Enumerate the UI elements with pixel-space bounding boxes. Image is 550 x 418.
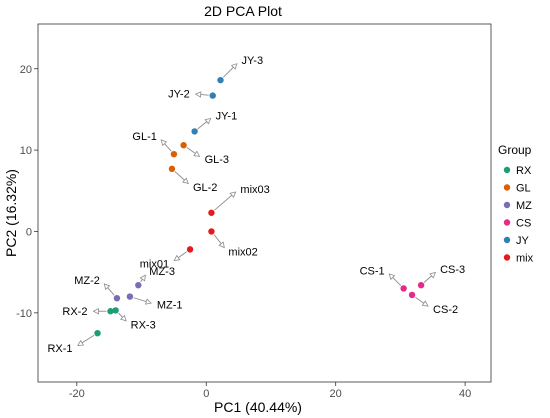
label-arrowhead [388,273,396,281]
legend-label: JY [516,235,530,247]
label-arrowhead [160,139,168,147]
data-point-mz [135,281,142,289]
point-label: JY-1 [216,110,238,122]
data-point-jy [209,92,216,99]
data-point-gl [170,150,178,158]
label-arrowhead [139,274,146,282]
label-arrowhead [103,283,111,291]
point-label: MZ-1 [157,300,183,312]
label-arrowhead [229,191,237,199]
point-label: GL-2 [193,182,217,194]
point-label: mix03 [240,184,269,196]
data-point-mz [113,294,121,302]
data-point-rx [112,307,119,314]
data-point-jy [191,128,198,135]
label-arrowhead [77,339,85,346]
data-points [94,76,425,337]
legend-swatch-cs [503,219,511,226]
legend-label: GL [516,183,531,195]
legend-label: RX [516,165,532,177]
legend-swatch-rx [503,166,511,174]
legend-label: MZ [516,200,532,212]
legend-swatch-jy [503,236,511,244]
point-label: RX-3 [131,319,156,331]
label-arrowhead [193,150,201,157]
legend-swatch-mz [503,201,511,209]
label-arrowhead [92,307,99,315]
point-label: MZ-3 [149,266,175,278]
data-point-gl [180,142,187,149]
label-arrowhead [204,117,212,125]
point-label: CS-3 [440,264,465,276]
label-arrowhead [429,271,437,279]
y-tick-label: -10 [16,308,32,320]
legend-swatch-gl [503,184,511,191]
x-tick-label: 20 [330,388,342,400]
legend-swatch-mix [503,254,511,261]
data-point-mix [208,228,215,235]
data-point-rx [94,329,101,337]
axes: -20 0 20 40 -10 0 10 20 [16,64,471,400]
y-tick-label: 20 [20,64,32,76]
legend-title: Group [498,143,532,157]
chart-title: 2D PCA Plot [204,3,282,19]
y-tick-label: 0 [26,226,32,238]
x-tick-label: 40 [459,388,471,400]
data-point-rx [107,308,114,315]
label-arrowhead [173,254,181,262]
legend-label: CS [516,218,531,230]
y-axis-title: PC2 (16.32%) [3,169,19,257]
x-tick-label: 0 [203,388,209,400]
data-point-mz [126,293,134,300]
point-label: JY-3 [241,55,263,67]
label-arrowhead [218,241,225,249]
data-point-mix [208,209,215,216]
data-point-cs [400,285,407,292]
label-arrowhead [194,91,202,98]
data-point-mix [186,246,194,253]
point-label: mix02 [228,246,257,258]
point-labels: RX-1 RX-2 RX-3 GL-1 GL-2 GL-3 MZ-1 MZ-2 MZ-3 CS-1… [47,55,465,355]
point-label: CS-2 [433,304,458,316]
point-label: MZ-2 [74,275,100,287]
data-point-cs [417,281,425,289]
data-point-gl [168,165,176,173]
label-arrowhead [182,177,189,185]
point-label: GL-1 [132,131,156,143]
point-label: GL-3 [205,154,229,166]
legend-label: mix [516,253,534,265]
data-point-cs [408,291,416,299]
label-arrowhead [421,300,429,307]
label-arrowhead [119,314,127,322]
label-arrowhead [144,298,152,305]
point-label: mix01 [140,258,169,270]
point-label: RX-2 [62,306,87,318]
legend: Group RX GL MZ CS JY mix [498,143,534,265]
x-axis-title: PC1 (40.44%) [214,399,302,415]
point-label: JY-2 [168,89,190,101]
point-label: RX-1 [47,343,72,355]
x-tick-label: -20 [69,388,85,400]
plot-panel [37,23,492,383]
data-point-jy [217,76,224,84]
label-arrowhead [230,63,238,70]
point-label: CS-1 [360,265,385,277]
y-tick-label: 10 [20,145,32,157]
